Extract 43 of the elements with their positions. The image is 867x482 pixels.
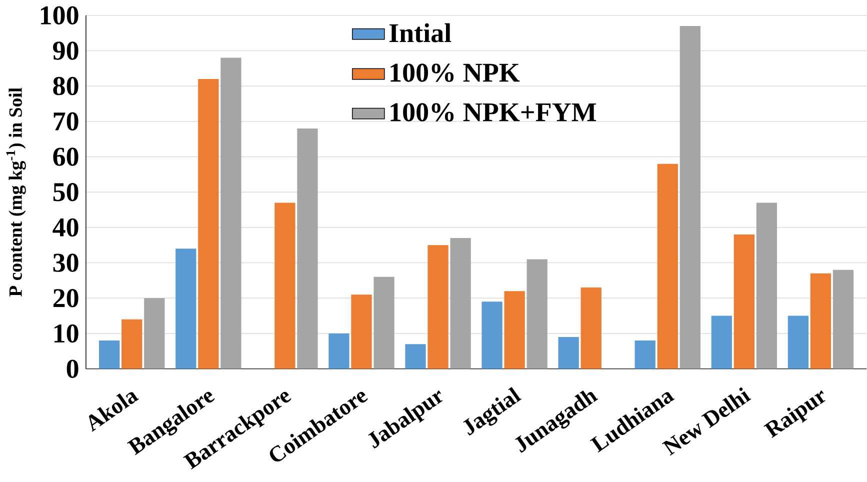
bar — [756, 202, 778, 369]
bar — [144, 298, 165, 369]
bar — [788, 316, 809, 369]
y-tick-label: 10 — [54, 324, 78, 342]
y-tick-label: 20 — [53, 288, 78, 308]
y-tick-label: 60 — [53, 147, 78, 166]
y-tick-label: 70 — [54, 112, 78, 130]
bar — [526, 259, 548, 369]
legend-label: Intial — [389, 23, 452, 42]
bar — [428, 244, 448, 369]
bar — [832, 270, 854, 369]
bar — [405, 344, 426, 369]
bar — [450, 238, 471, 369]
bar — [634, 340, 656, 369]
bar — [351, 294, 372, 369]
legend-label: 100% NPK+FYM — [390, 102, 596, 122]
y-tick-label: 100 — [40, 6, 78, 24]
bar — [580, 287, 602, 369]
y-tick-label: 30 — [53, 254, 78, 272]
bar — [680, 26, 700, 369]
bar — [99, 340, 120, 369]
y-axis-title: P content (mg kg$^{-1}$) in Soil — [6, 88, 26, 296]
bar — [657, 164, 678, 369]
y-tick-label: 0 — [66, 360, 78, 378]
bar — [176, 248, 196, 369]
bar — [297, 128, 318, 369]
bar — [504, 290, 525, 369]
bar — [374, 276, 394, 369]
bar — [328, 333, 350, 369]
bar — [220, 58, 242, 369]
bar — [711, 316, 732, 369]
y-tick-label: 80 — [53, 76, 78, 96]
bar — [198, 78, 219, 369]
y-tick-label: 90 — [53, 41, 78, 60]
bar — [558, 336, 579, 369]
bar — [734, 234, 754, 369]
bar — [274, 202, 296, 369]
y-tick-label: 50 — [53, 182, 78, 202]
bar — [482, 302, 502, 369]
y-tick-label: 40 — [52, 218, 78, 236]
bar — [122, 319, 142, 369]
bar — [810, 273, 832, 369]
legend-label: 100% NPK — [390, 63, 520, 82]
